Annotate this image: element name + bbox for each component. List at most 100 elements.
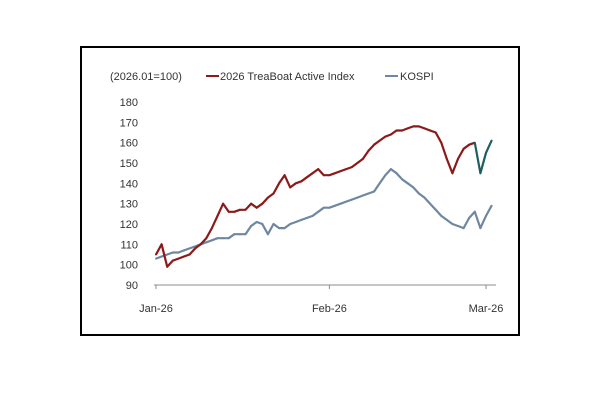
data-point-treaboat <box>233 210 236 213</box>
data-point-treaboat <box>266 196 269 199</box>
series-line-treaboat-recent <box>473 140 493 175</box>
data-point-kospi <box>261 223 264 225</box>
data-point-treaboat <box>171 259 174 262</box>
data-point-treaboat <box>278 182 281 185</box>
data-point-kospi <box>317 210 320 213</box>
data-point-treaboat <box>490 139 493 142</box>
data-point-treaboat <box>311 172 314 175</box>
data-point-kospi <box>210 239 213 242</box>
data-point-treaboat <box>389 133 392 136</box>
data-point-kospi <box>205 241 208 244</box>
data-point-kospi <box>183 249 185 252</box>
data-point-treaboat <box>345 168 348 171</box>
data-point-treaboat <box>367 149 370 152</box>
data-point-kospi <box>244 233 247 236</box>
data-point-treaboat <box>423 127 426 130</box>
line-chart: 90 100 110 120 130 140 150 160 170 180 Jan-26 Feb-… <box>110 71 503 315</box>
data-point-treaboat <box>361 157 364 160</box>
data-point-treaboat <box>445 157 448 160</box>
data-point-treaboat <box>294 182 297 185</box>
legend-label-treaboat: 2026 TreaBoat Active Index <box>220 71 355 83</box>
data-point-treaboat <box>334 172 336 175</box>
data-point-treaboat <box>384 135 387 138</box>
data-point-treaboat <box>227 210 230 213</box>
data-point-kospi <box>490 204 493 207</box>
chart-frame: 90 100 110 120 130 140 150 160 170 180 Jan-26 Feb-… <box>80 46 520 336</box>
data-point-kospi <box>227 237 230 240</box>
data-point-treaboat <box>188 253 191 256</box>
data-point-treaboat <box>155 253 157 256</box>
data-point-treaboat <box>210 227 213 230</box>
data-point-kospi <box>216 237 219 240</box>
data-point-kospi <box>434 208 437 211</box>
data-point-treaboat <box>434 131 437 134</box>
data-point-treaboat <box>378 139 381 142</box>
data-point-treaboat <box>322 174 325 177</box>
data-point-kospi <box>278 227 281 230</box>
data-point-treaboat <box>255 206 258 209</box>
data-point-kospi <box>440 214 443 217</box>
data-point-kospi <box>160 255 163 258</box>
data-point-treaboat <box>250 202 253 205</box>
y-tick-label: 100 <box>120 260 138 272</box>
data-point-kospi <box>473 210 476 213</box>
data-point-treaboat <box>479 172 482 175</box>
data-point-kospi <box>395 172 398 175</box>
data-point-treaboat <box>300 180 303 183</box>
data-point-treaboat <box>306 176 308 179</box>
data-point-kospi <box>406 182 409 185</box>
data-point-kospi <box>322 206 325 209</box>
data-point-kospi <box>479 227 482 230</box>
data-point-treaboat <box>289 186 292 189</box>
data-point-kospi <box>429 202 432 205</box>
data-point-kospi <box>389 168 392 171</box>
data-point-kospi <box>457 225 459 227</box>
data-point-treaboat <box>468 143 471 146</box>
data-point-kospi <box>345 200 348 203</box>
data-point-kospi <box>289 223 292 225</box>
data-point-kospi <box>423 196 426 199</box>
data-point-kospi <box>378 182 381 185</box>
y-tick-label: 140 <box>120 178 138 190</box>
data-point-treaboat <box>244 208 247 211</box>
data-point-kospi <box>171 251 174 254</box>
data-point-treaboat <box>401 129 404 132</box>
data-point-kospi <box>272 223 275 225</box>
data-point-kospi <box>350 198 353 201</box>
data-point-treaboat <box>440 141 443 144</box>
y-tick-label: 160 <box>120 138 138 150</box>
y-tick-label: 170 <box>120 117 138 129</box>
data-point-kospi <box>417 192 420 195</box>
data-point-treaboat <box>356 162 359 164</box>
data-point-kospi <box>445 218 448 221</box>
data-point-treaboat <box>283 174 286 177</box>
data-point-kospi <box>188 247 191 250</box>
y-tick-label: 150 <box>120 158 138 170</box>
x-tick-label: Jan-26 <box>139 303 173 315</box>
data-point-kospi <box>361 194 364 197</box>
data-point-kospi <box>384 174 387 177</box>
series-line-kospi <box>155 168 493 260</box>
legend-label-kospi: KOSPI <box>400 71 434 83</box>
data-point-treaboat <box>238 208 241 211</box>
data-point-kospi <box>222 237 225 240</box>
data-point-treaboat <box>429 129 432 132</box>
data-point-kospi <box>311 214 314 217</box>
y-tick-label: 120 <box>120 219 138 231</box>
data-point-kospi <box>451 223 454 225</box>
y-axis: 90 100 110 120 130 140 150 160 170 180 <box>120 97 138 292</box>
series-line-treaboat <box>155 125 476 268</box>
data-point-treaboat <box>417 125 420 128</box>
data-point-treaboat <box>177 257 180 260</box>
data-point-kospi <box>250 225 253 227</box>
data-point-treaboat <box>457 157 459 160</box>
data-point-treaboat <box>166 265 169 268</box>
data-point-kospi <box>334 204 336 207</box>
x-tick-label: Feb-26 <box>312 303 347 315</box>
data-point-kospi <box>238 233 241 236</box>
data-point-treaboat <box>199 243 202 246</box>
data-point-treaboat <box>261 202 264 205</box>
data-point-treaboat <box>451 172 454 175</box>
data-point-kospi <box>412 186 415 189</box>
x-axis: Jan-26 Feb-26 Mar-26 <box>139 284 503 315</box>
